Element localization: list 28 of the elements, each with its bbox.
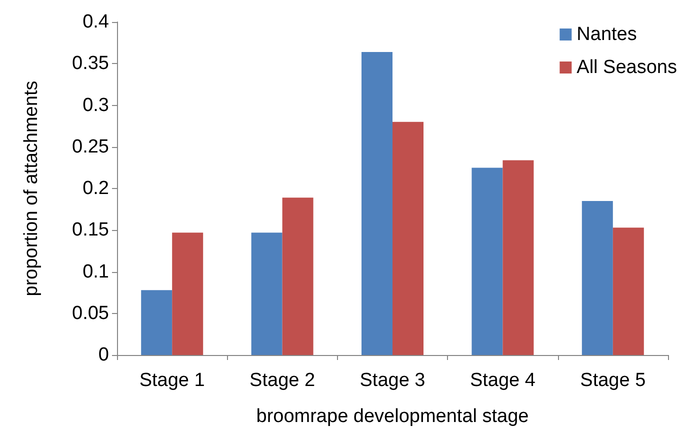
y-tick-label: 0.1 (82, 261, 109, 282)
y-tick-label: 0 (98, 344, 109, 366)
y-tick-label: 0.15 (72, 220, 109, 241)
x-axis-title: broomrape developmental stage (256, 406, 529, 427)
y-tick-label: 0.4 (82, 12, 110, 32)
bar (502, 160, 534, 355)
bar (282, 198, 314, 355)
bar (612, 228, 644, 355)
bar (172, 232, 204, 355)
y-tick-label: 0.35 (72, 53, 109, 74)
y-tick-label: 0.05 (72, 302, 109, 324)
bar (392, 122, 424, 355)
x-tick-label: Stage 2 (250, 370, 316, 391)
y-tick-label: 0.25 (72, 136, 109, 158)
legend-label: Nantes (576, 24, 637, 45)
x-tick-label: Stage 4 (470, 370, 536, 391)
bar (251, 232, 282, 355)
bar (472, 168, 503, 355)
y-axis-title: proportion of attachments (21, 80, 42, 296)
x-tick-label: Stage 1 (139, 370, 205, 391)
bar (582, 200, 613, 355)
x-tick-label: Stage 5 (580, 370, 646, 391)
legend-label: All Seasons (576, 57, 678, 78)
y-tick-label: 0.2 (82, 178, 109, 199)
bar (141, 290, 172, 355)
y-tick-label: 0.3 (82, 94, 109, 116)
x-tick-label: Stage 3 (360, 370, 426, 391)
bar (362, 52, 392, 355)
